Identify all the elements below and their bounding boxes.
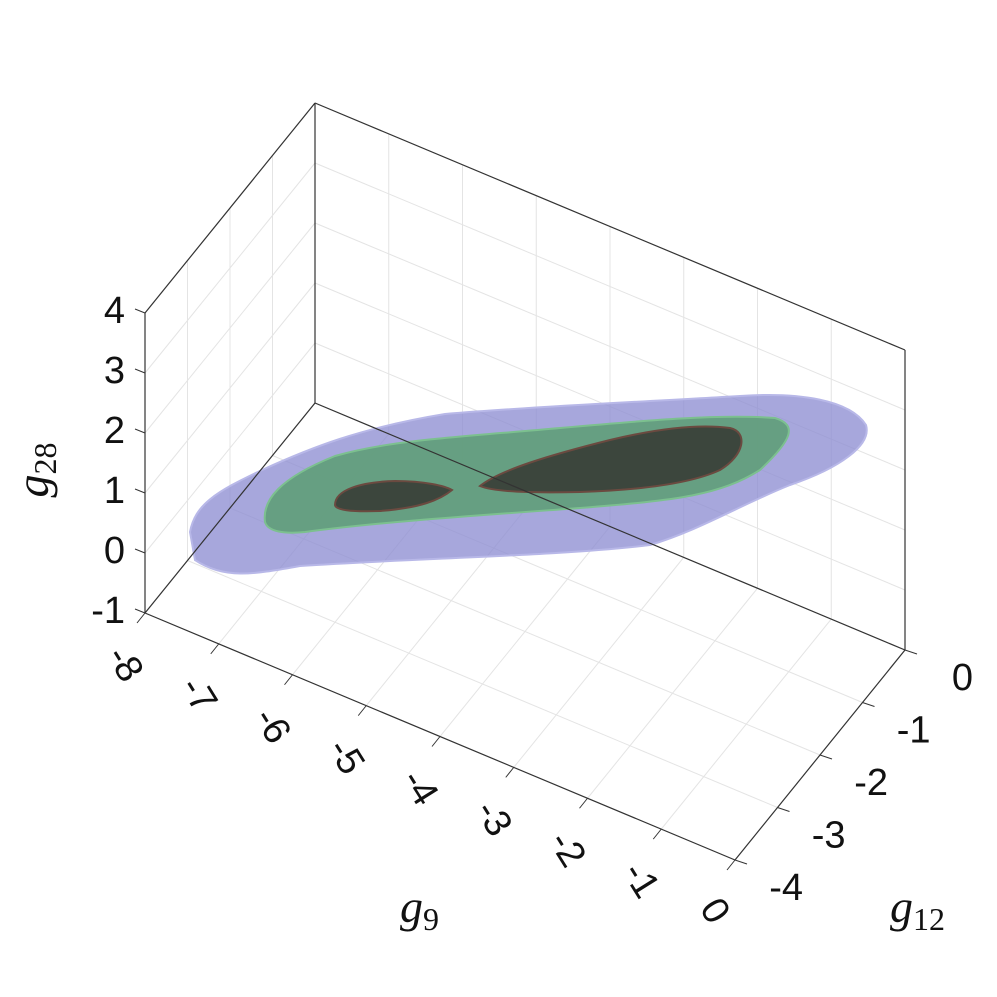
x-tick-label: -1 <box>614 855 668 906</box>
x-tick-label: -8 <box>98 638 152 689</box>
x-axis-label: g9 <box>400 881 439 937</box>
z-label-sub: 28 <box>27 443 63 475</box>
tick-mark <box>819 754 833 760</box>
tick-mark <box>284 674 293 686</box>
grid-line <box>144 282 316 494</box>
y-tick-label: -3 <box>812 815 846 857</box>
tick-mark <box>134 488 146 494</box>
tick-mark <box>210 643 220 655</box>
x-tick-label: 0 <box>691 891 738 931</box>
y-tick-label: -1 <box>897 710 931 752</box>
tick-mark <box>134 308 146 314</box>
x-tick-label: -3 <box>467 793 521 844</box>
grid-line <box>187 560 778 808</box>
surfaces <box>188 394 868 575</box>
tick-mark <box>134 368 146 374</box>
grid-line <box>314 162 906 411</box>
tick-mark <box>777 807 790 812</box>
z-label-base: g <box>7 475 58 498</box>
y-tick-label: -2 <box>854 762 888 804</box>
x-tick-label: -4 <box>393 762 447 813</box>
x-tick-label: -5 <box>319 731 373 782</box>
box-edge <box>144 102 316 314</box>
tick-mark <box>505 767 515 778</box>
box-edge <box>314 402 906 651</box>
tick-mark <box>726 859 736 871</box>
z-tick-label: 3 <box>104 350 125 392</box>
y-axis-label: g12 <box>890 881 945 937</box>
tick-mark <box>579 797 588 809</box>
grid-line <box>144 222 316 434</box>
tick-mark <box>134 548 146 554</box>
y-label-base: g <box>890 881 913 932</box>
tick-mark <box>136 612 146 624</box>
inner-surface <box>333 479 454 513</box>
grid-line <box>144 342 316 554</box>
tick-mark <box>734 859 748 865</box>
grid-line <box>144 162 316 374</box>
tick-mark <box>357 705 367 716</box>
tick-mark <box>431 736 441 747</box>
box-edge <box>314 102 906 351</box>
x-tick-label: -6 <box>245 700 299 751</box>
inner-surface <box>478 425 743 494</box>
z-tick-label: 2 <box>104 410 125 452</box>
y-tick-label: 0 <box>952 657 973 699</box>
tick-mark <box>134 428 146 434</box>
x-label-sub: 9 <box>423 901 439 937</box>
tick-mark <box>652 828 662 840</box>
tick-mark <box>904 649 918 655</box>
z-tick-label: 1 <box>104 470 125 512</box>
z-tick-label: 4 <box>104 290 125 332</box>
tick-mark <box>862 702 875 707</box>
box-edge <box>144 402 316 614</box>
y-label-sub: 12 <box>913 901 945 937</box>
tick-mark <box>134 608 146 614</box>
z-axis-label: g28 <box>7 443 63 498</box>
x-tick-label: -7 <box>172 669 226 720</box>
x-label-base: g <box>400 881 423 932</box>
z-tick-label: 0 <box>104 530 125 572</box>
y-tick-label: -4 <box>769 867 803 909</box>
x-tick-label: -2 <box>540 824 594 875</box>
z-tick-label: -1 <box>91 590 125 632</box>
